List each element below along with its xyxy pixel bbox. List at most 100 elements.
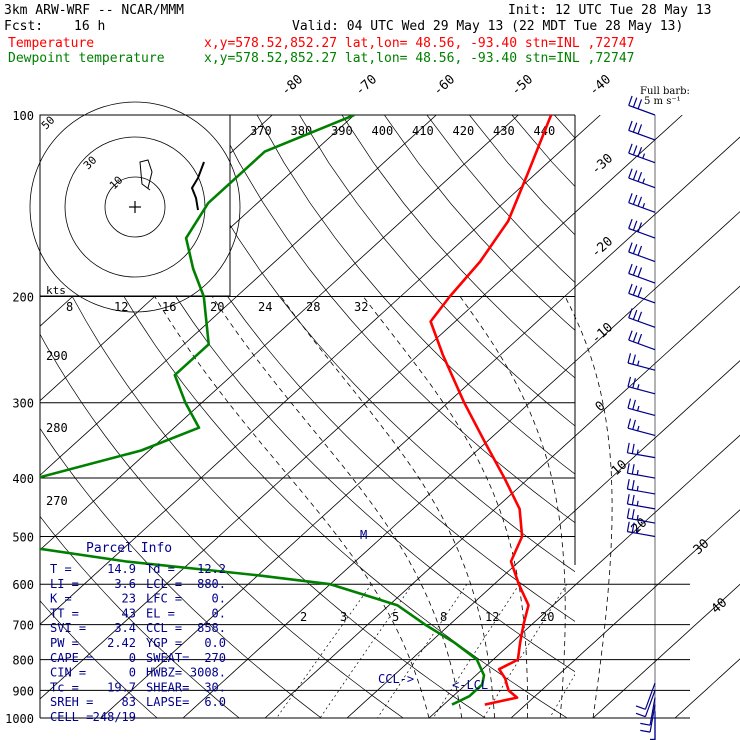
legend-temperature-info: x,y=578.52,852.27 lat,lon= 48.56, -93.40… xyxy=(204,36,634,51)
isotherm xyxy=(510,509,740,718)
wind-barb xyxy=(626,494,656,510)
model-title: 3km ARW-WRF -- NCAR/MMM xyxy=(4,3,184,18)
moist-adiabat xyxy=(459,296,566,718)
wind-barb xyxy=(627,376,656,395)
speed-tick-label: 12 xyxy=(114,300,128,314)
dry-adiabat xyxy=(724,115,740,718)
wind-barb xyxy=(626,521,656,538)
dry-adiabat xyxy=(682,115,740,718)
dry-adiabat xyxy=(384,115,575,331)
parcel-info-cell: 30. xyxy=(204,680,226,694)
speed-tick-label: 8 xyxy=(66,300,73,314)
dry-adiabat xyxy=(299,115,575,427)
parcel-info-cell: LFC = xyxy=(146,592,182,606)
hodograph-storm-motion xyxy=(139,159,153,191)
isotherm-label: -40 xyxy=(587,72,614,99)
wind-barb xyxy=(635,682,656,710)
isotherm xyxy=(40,115,355,402)
parcel-info-cell: HWBZ= xyxy=(146,666,182,680)
parcel-info-cell: CCL = xyxy=(146,621,182,635)
parcel-info-cell: TT = xyxy=(50,606,79,620)
dry-adiabat xyxy=(214,115,575,524)
parcel-info-cell: 43 xyxy=(122,606,136,620)
parcel-info-cell: 858. xyxy=(197,621,226,635)
wind-barb xyxy=(640,704,656,733)
legend-temperature: Temperature xyxy=(8,36,94,51)
parcel-info-cell: SREH = xyxy=(50,695,93,709)
dry-adiabat xyxy=(40,227,486,718)
parcel-info-cell: Tc = xyxy=(50,680,79,694)
isotherm xyxy=(182,211,740,718)
isotherm xyxy=(100,136,740,718)
speed-tick-label: 20 xyxy=(210,300,224,314)
wind-barb xyxy=(628,242,656,263)
pressure-tick-label: 800 xyxy=(12,654,34,668)
theta-label: 420 xyxy=(453,124,475,138)
pressure-tick-label: 500 xyxy=(12,530,34,544)
theta-label: 400 xyxy=(372,124,394,138)
mixing-ratio-line xyxy=(319,583,413,718)
legend-dewpoint-info: x,y=578.52,852.27 lat,lon= 48.56, -93.40… xyxy=(204,51,634,66)
hodograph-trace xyxy=(190,161,205,211)
pressure-tick-label: 600 xyxy=(12,578,34,592)
parcel-info-cell: 6.0 xyxy=(204,695,226,709)
moist-adiabat xyxy=(362,296,528,718)
moist-adiabat xyxy=(211,296,463,718)
parcel-info-cell: CELL = xyxy=(50,710,93,724)
theta-side-label: 280 xyxy=(46,421,68,435)
mixing-ratio-label: 2 xyxy=(300,610,307,624)
parcel-info-cell: EL = xyxy=(146,606,175,620)
mixing-ratio-line xyxy=(432,584,520,718)
parcel-info-cell: LCL = xyxy=(146,577,182,591)
dry-adiabat xyxy=(639,115,740,718)
wind-barb xyxy=(626,508,656,524)
pressure-tick-label: 200 xyxy=(12,291,34,305)
wind-barb xyxy=(627,418,656,437)
barb-note-2: 5 m s⁻¹ xyxy=(644,96,681,107)
valid-time: Valid: 04 UTC Wed 29 May 13 (22 MDT Tue … xyxy=(292,19,683,34)
isotherm xyxy=(428,434,740,718)
ccl-marker: CCL-> xyxy=(378,672,414,686)
wind-barb xyxy=(628,168,656,189)
parcel-info-cell: 2.42 xyxy=(107,636,136,650)
fcst-label: Fcst: xyxy=(4,19,43,34)
wind-barb xyxy=(626,463,656,479)
isotherm-label: -20 xyxy=(589,234,616,261)
hodograph-ring xyxy=(104,176,166,238)
pressure-tick-label: 900 xyxy=(12,684,34,698)
theta-side-label: 270 xyxy=(46,494,68,508)
dry-adiabat xyxy=(40,600,158,718)
mixing-ratio-line xyxy=(276,583,372,718)
dry-adiabat xyxy=(129,115,575,622)
theta-label: 370 xyxy=(250,124,272,138)
parcel-info-cell: 12.2 xyxy=(197,562,226,576)
isotherm-label: -60 xyxy=(431,72,458,99)
pressure-tick-label: 1000 xyxy=(5,712,34,726)
speed-tick-label: 24 xyxy=(258,300,272,314)
isotherm-label: -50 xyxy=(509,72,536,99)
parcel-info-cell: PW = xyxy=(50,636,79,650)
parcel-info-cell: SVI = xyxy=(50,621,86,635)
isotherm xyxy=(264,285,740,718)
isotherm-label: -70 xyxy=(353,72,380,99)
theta-label: 410 xyxy=(412,124,434,138)
wind-barb xyxy=(628,120,656,141)
hodograph-ring xyxy=(29,101,241,313)
dry-adiabat xyxy=(40,333,404,718)
parcel-info-cell: 0.0 xyxy=(204,636,226,650)
wind-barb xyxy=(635,690,656,718)
moist-adiabat xyxy=(564,296,613,718)
mixing-ratio-line xyxy=(483,584,567,718)
dry-adiabat xyxy=(40,515,240,718)
dry-adiabat xyxy=(554,115,575,139)
wind-barb xyxy=(628,308,656,328)
dry-adiabat xyxy=(256,115,575,475)
dry-adiabat xyxy=(86,115,575,673)
isotherm xyxy=(346,360,740,718)
wind-barb xyxy=(628,95,656,116)
wind-barb xyxy=(628,330,656,351)
wind-barb xyxy=(628,218,656,239)
parcel-info-cell: K = xyxy=(50,592,72,606)
parcel-info-cell: CIN = xyxy=(50,666,86,680)
m-marker: M xyxy=(360,528,367,542)
